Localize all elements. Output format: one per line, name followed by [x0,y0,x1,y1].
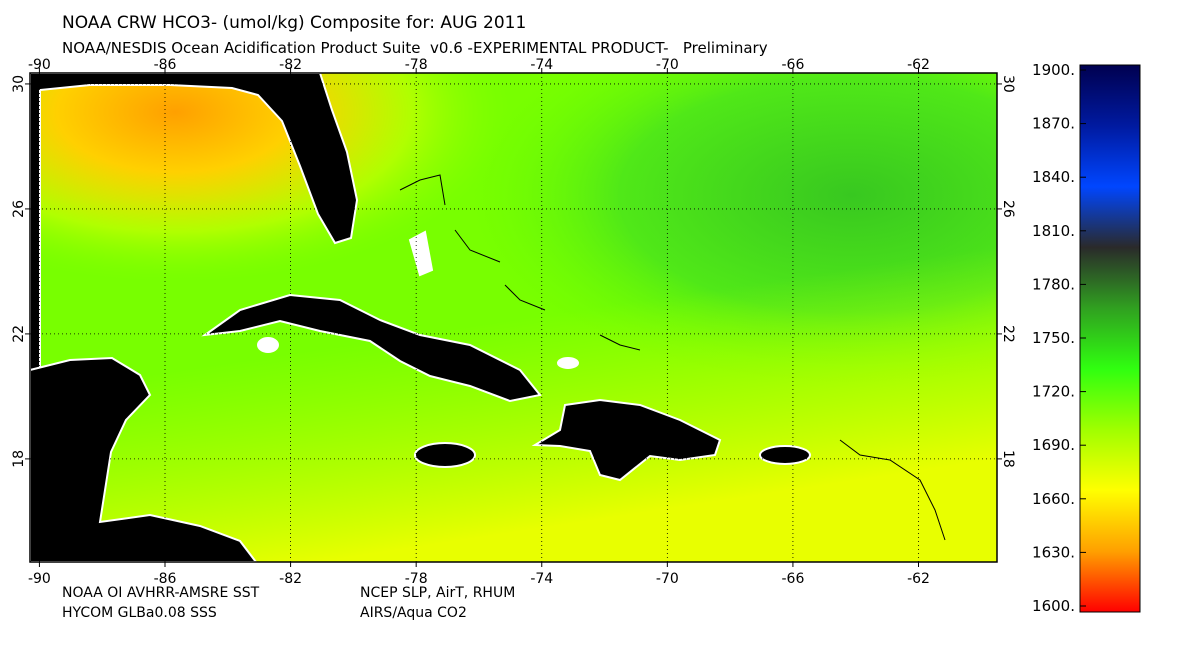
lon-tick-label: -66 [781,57,804,73]
colorbar-label: 1780. [1032,275,1075,293]
lon-tick-label: -90 [28,57,51,73]
colorbar-label: 1600. [1032,597,1075,615]
lat-tick-label: 22 [1000,325,1016,343]
colorbar-label: 1840. [1032,168,1075,186]
lon-tick-label: -74 [530,57,553,73]
map-body [29,72,998,563]
title: NOAA CRW HCO3- (umol/kg) Composite for: … [62,13,526,33]
lat-tick-label: 18 [1000,450,1016,468]
footer-source: HYCOM GLBa0.08 SSS [62,605,217,621]
colorbar [1079,64,1141,613]
lon-tick-label: -70 [656,571,679,587]
lat-tick-label: 30 [11,75,27,93]
colorbar-label: 1720. [1032,383,1075,401]
lon-tick-label: -90 [28,571,51,587]
lon-tick-label: -66 [781,571,804,587]
lon-tick-label: -74 [530,571,553,587]
colorbar-label: 1750. [1032,329,1075,347]
lon-tick-label: -62 [907,571,930,587]
lon-tick-label: -82 [279,57,302,73]
lat-tick-label: 26 [11,200,27,218]
islands [399,174,946,541]
colorbar-label: 1660. [1032,490,1075,508]
lon-tick-label: -78 [405,571,428,587]
colorbar-label: 1900. [1032,61,1075,79]
lon-tick-label: -62 [907,57,930,73]
map-frame [29,72,998,563]
lon-tick-label: -82 [279,571,302,587]
footer-source: NCEP SLP, AirT, RHUM [360,585,515,601]
footer-source: NOAA OI AVHRR-AMSRE SST [62,585,260,601]
footer-source: AIRS/Aqua CO2 [360,605,467,621]
lat-tick-label: 18 [11,450,27,468]
lat-tick-label: 22 [11,325,27,343]
colorbar-label: 1810. [1032,222,1075,240]
lon-tick-label: -78 [405,57,428,73]
lat-tick-label: 30 [1000,75,1016,93]
subtitle: NOAA/NESDIS Ocean Acidification Product … [62,39,768,57]
lon-tick-label: -86 [154,571,177,587]
ocean-shade [30,73,997,562]
grid [30,73,997,562]
lat-tick-label: 26 [1000,200,1016,218]
land [29,72,811,563]
colorbar-label: 1690. [1032,436,1075,454]
lon-tick-label: -86 [154,57,177,73]
lon-tick-label: -70 [656,57,679,73]
colorbar-label: 1630. [1032,543,1075,561]
colorbar-label: 1870. [1032,115,1075,133]
